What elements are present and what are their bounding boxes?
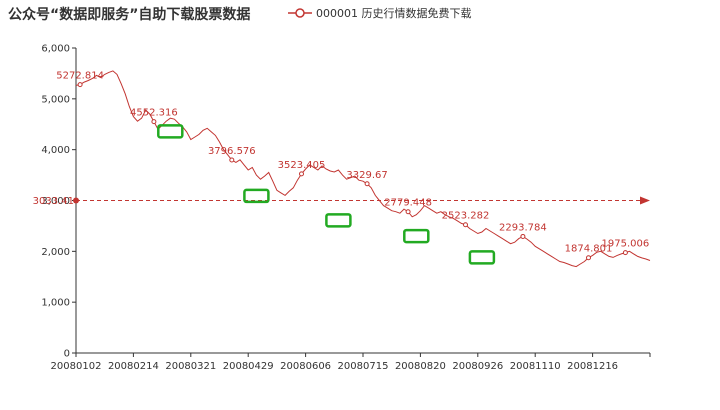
x-tick-label: 20080926 [452,361,503,372]
x-tick-label: 20080321 [165,361,216,372]
highlight-box [243,188,270,204]
y-tick-label: 1,000 [41,298,70,309]
legend-line-icon [288,8,312,18]
data-label: 3329.67 [346,170,387,181]
data-label: 5272.814 [56,71,104,82]
data-point [405,209,411,215]
x-tick-label: 20080606 [280,361,331,372]
y-tick-label: 5,000 [41,94,70,105]
data-label: 1975.006 [602,239,650,250]
x-tick-label: 20080102 [51,361,102,372]
data-label: 3796.576 [208,146,256,157]
data-label: 2779.448 [384,198,432,209]
series-line [75,70,651,268]
data-point [586,255,591,261]
mark-line-arrow [640,196,650,205]
highlight-box [325,213,352,228]
data-point [520,233,526,239]
x-tick-label: 20081216 [567,361,618,372]
data-point [299,171,304,177]
data-label: 3523.405 [278,160,326,171]
y-tick-label: 3,000 [41,196,70,207]
data-point [229,157,235,163]
highlight-box [403,228,430,244]
data-point [77,82,83,88]
x-tick-label: 20080715 [338,361,389,372]
y-tick-label: 4,000 [41,145,70,156]
mark-line-start-dot [73,197,79,204]
legend-label: 000001 历史行情数据免费下载 [316,7,472,20]
x-tick-label: 20081110 [510,361,561,372]
data-label: 2293.784 [499,222,547,233]
legend[interactable]: 000001 历史行情数据免费下载 [288,5,472,21]
x-tick-label: 20080820 [395,361,446,372]
x-tick-label: 20080214 [108,361,159,372]
data-point [151,119,157,125]
data-label: 4552.316 [130,108,178,119]
data-label: 1874.801 [565,244,613,255]
mark-line-label: 3033.41 [33,196,74,207]
y-tick-label: 6,000 [41,44,70,55]
highlight-box [157,124,184,139]
data-point [622,250,628,256]
chart-title: 公众号“数据即服务”自助下载股票数据 [8,7,251,23]
data-point [364,181,370,187]
data-point [463,222,468,228]
y-tick-label: 2,000 [41,247,70,258]
y-tick-label: 0 [64,349,70,360]
x-tick-label: 20080429 [223,361,274,372]
data-label: 2523.282 [442,211,490,222]
highlight-box [468,250,496,265]
